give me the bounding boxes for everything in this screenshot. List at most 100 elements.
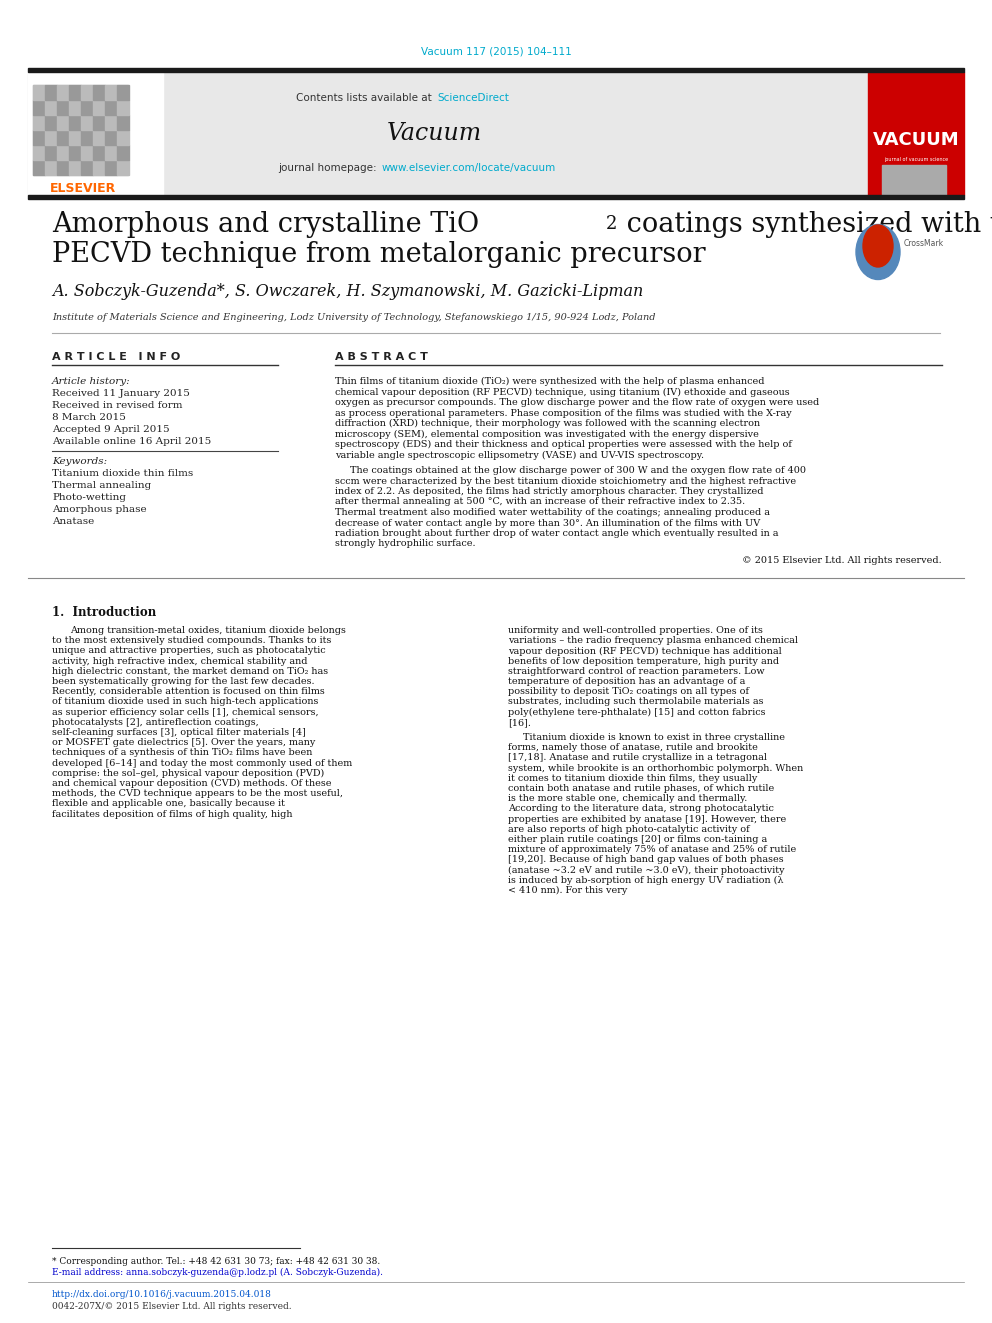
Bar (33, 115, 45, 130)
Text: oxygen as precursor compounds. The glow discharge power and the flow rate of oxy: oxygen as precursor compounds. The glow … (335, 398, 819, 407)
Bar (28, 194, 964, 198)
Bar (69, 101, 81, 115)
Text: Anatase: Anatase (52, 517, 94, 527)
Bar (105, 101, 117, 115)
Text: substrates, including such thermolabile materials as: substrates, including such thermolabile … (508, 697, 764, 706)
Bar (69, 160, 81, 175)
Bar (57, 130, 69, 146)
Text: ELSEVIER: ELSEVIER (50, 181, 116, 194)
Text: [17,18]. Anatase and rutile crystallize in a tetragonal: [17,18]. Anatase and rutile crystallize … (508, 753, 767, 762)
Text: chemical vapour deposition (RF PECVD) technique, using titanium (IV) ethoxide an: chemical vapour deposition (RF PECVD) te… (335, 388, 790, 397)
Bar (882, 165, 946, 194)
Text: to the most extensively studied compounds. Thanks to its: to the most extensively studied compound… (52, 636, 331, 646)
Bar (57, 101, 69, 115)
Text: E-mail address: anna.sobczyk-guzenda@p.lodz.pl (A. Sobczyk-Guzenda).: E-mail address: anna.sobczyk-guzenda@p.l… (52, 1267, 383, 1277)
Bar (117, 130, 129, 146)
Text: 2: 2 (606, 216, 617, 233)
Bar (33, 130, 45, 146)
Text: 8 March 2015: 8 March 2015 (52, 413, 126, 422)
Text: sccm were characterized by the best titanium dioxide stoichiometry and the highe: sccm were characterized by the best tita… (335, 476, 797, 486)
Text: flexible and applicable one, basically because it: flexible and applicable one, basically b… (52, 799, 285, 808)
Bar (117, 160, 129, 175)
Text: is induced by ab-sorption of high energy UV radiation (λ: is induced by ab-sorption of high energy… (508, 876, 784, 885)
Text: Vacuum: Vacuum (387, 122, 481, 144)
Text: ScienceDirect: ScienceDirect (437, 93, 509, 103)
Text: techniques of a synthesis of thin TiO₂ films have been: techniques of a synthesis of thin TiO₂ f… (52, 749, 312, 757)
Bar (93, 85, 105, 101)
Bar (105, 146, 117, 160)
Bar (81, 85, 93, 101)
Text: A B S T R A C T: A B S T R A C T (335, 352, 428, 363)
Text: developed [6–14] and today the most commonly used of them: developed [6–14] and today the most comm… (52, 758, 352, 767)
Text: Received 11 January 2015: Received 11 January 2015 (52, 389, 189, 398)
Text: Keywords:: Keywords: (52, 456, 107, 466)
Text: contain both anatase and rutile phases, of which rutile: contain both anatase and rutile phases, … (508, 785, 774, 792)
Text: benefits of low deposition temperature, high purity and: benefits of low deposition temperature, … (508, 656, 779, 665)
Bar (93, 130, 105, 146)
Text: self-cleaning surfaces [3], optical filter materials [4]: self-cleaning surfaces [3], optical filt… (52, 728, 306, 737)
Bar (45, 85, 57, 101)
Text: methods, the CVD technique appears to be the most useful,: methods, the CVD technique appears to be… (52, 790, 343, 798)
Text: either plain rutile coatings [20] or films con-taining a: either plain rutile coatings [20] or fil… (508, 835, 767, 844)
Text: Among transition-metal oxides, titanium dioxide belongs: Among transition-metal oxides, titanium … (70, 626, 346, 635)
Text: * Corresponding author. Tel.: +48 42 631 30 73; fax: +48 42 631 30 38.: * Corresponding author. Tel.: +48 42 631… (52, 1257, 380, 1266)
Bar (28, 67, 964, 71)
Text: poly(ethylene tere-phthalate) [15] and cotton fabrics: poly(ethylene tere-phthalate) [15] and c… (508, 708, 766, 717)
Text: Contents lists available at: Contents lists available at (296, 93, 435, 103)
Text: Amorphous and crystalline TiO: Amorphous and crystalline TiO (52, 210, 479, 238)
Text: high dielectric constant, the market demand on TiO₂ has: high dielectric constant, the market dem… (52, 667, 328, 676)
Bar (57, 146, 69, 160)
Bar (33, 85, 128, 175)
Text: been systematically growing for the last few decades.: been systematically growing for the last… (52, 677, 314, 687)
Text: Available online 16 April 2015: Available online 16 April 2015 (52, 437, 211, 446)
Text: mixture of approximately 75% of anatase and 25% of rutile: mixture of approximately 75% of anatase … (508, 845, 797, 855)
Text: properties are exhibited by anatase [19]. However, there: properties are exhibited by anatase [19]… (508, 815, 787, 824)
Text: facilitates deposition of films of high quality, high: facilitates deposition of films of high … (52, 810, 293, 819)
Text: diffraction (XRD) technique, their morphology was followed with the scanning ele: diffraction (XRD) technique, their morph… (335, 419, 760, 429)
Text: as process operational parameters. Phase composition of the films was studied wi: as process operational parameters. Phase… (335, 409, 792, 418)
Text: [19,20]. Because of high band gap values of both phases: [19,20]. Because of high band gap values… (508, 856, 784, 864)
Text: forms, namely those of anatase, rutile and brookite: forms, namely those of anatase, rutile a… (508, 744, 758, 753)
Text: Vacuum 117 (2015) 104–111: Vacuum 117 (2015) 104–111 (421, 48, 571, 57)
Text: http://dx.doi.org/10.1016/j.vacuum.2015.04.018: http://dx.doi.org/10.1016/j.vacuum.2015.… (52, 1290, 272, 1299)
Text: vapour deposition (RF PECVD) technique has additional: vapour deposition (RF PECVD) technique h… (508, 647, 782, 655)
Text: index of 2.2. As deposited, the films had strictly amorphous character. They cry: index of 2.2. As deposited, the films ha… (335, 487, 764, 496)
Text: unique and attractive properties, such as photocatalytic: unique and attractive properties, such a… (52, 647, 325, 655)
Text: journal homepage:: journal homepage: (278, 163, 380, 173)
Text: comprise: the sol–gel, physical vapour deposition (PVD): comprise: the sol–gel, physical vapour d… (52, 769, 324, 778)
Bar (33, 146, 45, 160)
Text: PECVD technique from metalorganic precursor: PECVD technique from metalorganic precur… (52, 241, 705, 269)
Bar (117, 101, 129, 115)
Text: possibility to deposit TiO₂ coatings on all types of: possibility to deposit TiO₂ coatings on … (508, 687, 749, 696)
Text: [16].: [16]. (508, 718, 531, 726)
Bar (105, 160, 117, 175)
Text: as superior efficiency solar cells [1], chemical sensors,: as superior efficiency solar cells [1], … (52, 708, 318, 717)
Text: and chemical vapour deposition (CVD) methods. Of these: and chemical vapour deposition (CVD) met… (52, 779, 331, 789)
Text: uniformity and well-controlled properties. One of its: uniformity and well-controlled propertie… (508, 626, 763, 635)
Ellipse shape (856, 225, 900, 279)
Text: Titanium dioxide thin films: Titanium dioxide thin films (52, 468, 193, 478)
Bar (45, 130, 57, 146)
Text: system, while brookite is an orthorhombic polymorph. When: system, while brookite is an orthorhombi… (508, 763, 804, 773)
Text: of titanium dioxide used in such high-tech applications: of titanium dioxide used in such high-te… (52, 697, 318, 706)
Text: straightforward control of reaction parameters. Low: straightforward control of reaction para… (508, 667, 765, 676)
Text: are also reports of high photo-catalytic activity of: are also reports of high photo-catalytic… (508, 824, 750, 833)
Text: Institute of Materials Science and Engineering, Lodz University of Technology, S: Institute of Materials Science and Engin… (52, 314, 656, 321)
Bar (105, 85, 117, 101)
Text: Recently, considerable attention is focused on thin films: Recently, considerable attention is focu… (52, 687, 324, 696)
Text: strongly hydrophilic surface.: strongly hydrophilic surface. (335, 540, 475, 549)
Bar (45, 160, 57, 175)
Bar (93, 101, 105, 115)
Text: © 2015 Elsevier Ltd. All rights reserved.: © 2015 Elsevier Ltd. All rights reserved… (742, 556, 942, 565)
Bar (33, 160, 45, 175)
Text: or MOSFET gate dielectrics [5]. Over the years, many: or MOSFET gate dielectrics [5]. Over the… (52, 738, 315, 747)
Text: Amorphous phase: Amorphous phase (52, 505, 147, 515)
Text: microscopy (SEM), elemental composition was investigated with the energy dispers: microscopy (SEM), elemental composition … (335, 430, 759, 439)
Text: 0042-207X/© 2015 Elsevier Ltd. All rights reserved.: 0042-207X/© 2015 Elsevier Ltd. All right… (52, 1302, 292, 1311)
Text: Received in revised form: Received in revised form (52, 401, 183, 410)
Text: www.elsevier.com/locate/vacuum: www.elsevier.com/locate/vacuum (382, 163, 557, 173)
Bar (117, 146, 129, 160)
Bar (69, 85, 81, 101)
Text: activity, high refractive index, chemical stability and: activity, high refractive index, chemica… (52, 656, 308, 665)
Text: 1.  Introduction: 1. Introduction (52, 606, 157, 619)
